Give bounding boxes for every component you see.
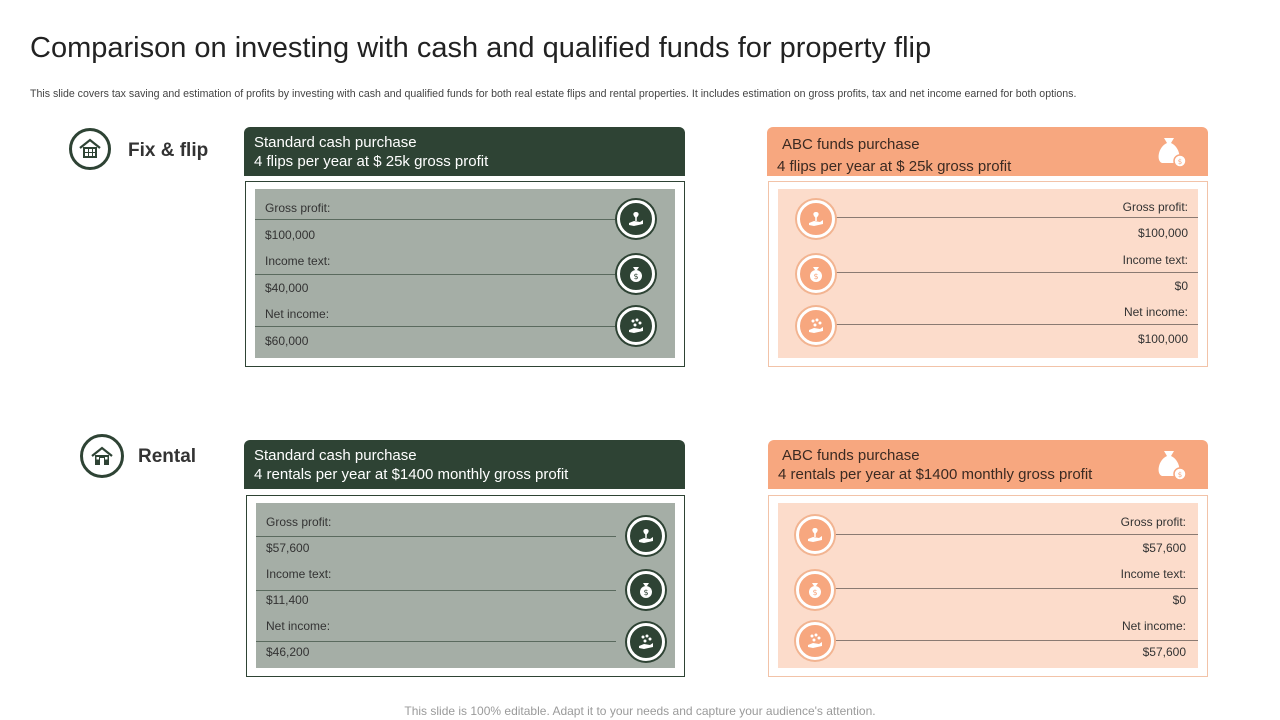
funds-card-subtitle: 4 flips per year at $ 25k gross profit <box>777 158 1012 175</box>
row-label: Income text: <box>265 254 331 268</box>
money-bag-icon: $ <box>617 255 655 293</box>
svg-text:$: $ <box>643 588 648 597</box>
cash-card-subtitle: 4 flips per year at $ 25k gross profit <box>254 153 489 170</box>
row-divider <box>255 219 615 220</box>
funds-card-header: ABC funds purchase 4 flips per year at $… <box>767 127 1208 176</box>
cash-card-header: Standard cash purchase 4 rentals per yea… <box>244 440 685 489</box>
cash-card: Gross profit: $57,600 Income text: $11,4… <box>246 495 685 677</box>
row-divider <box>833 640 1198 641</box>
svg-text:$: $ <box>813 272 818 281</box>
money-bag-icon: $ <box>1158 451 1187 481</box>
row-value: $100,000 <box>1137 226 1188 240</box>
row-divider <box>836 272 1198 273</box>
row-divider <box>833 588 1198 589</box>
plant-hand-icon <box>797 200 835 238</box>
coins-hand-icon <box>617 307 655 345</box>
row-label: Net income: <box>1121 619 1186 633</box>
money-bag-icon: $ <box>796 571 834 609</box>
row-value: $46,200 <box>266 645 310 659</box>
svg-text:$: $ <box>812 588 817 597</box>
cash-card-subtitle: 4 rentals per year at $1400 monthly gros… <box>254 466 569 483</box>
row-value: $60,000 <box>265 334 309 348</box>
row-value: $0 <box>1172 593 1186 607</box>
row-value: $100,000 <box>265 228 316 242</box>
svg-text:$: $ <box>1178 471 1182 479</box>
row-label: Income text: <box>1120 567 1186 581</box>
row-value: $0 <box>1174 279 1188 293</box>
row-divider <box>833 534 1198 535</box>
funds-card-body: Gross profit: $100,000 Income text: $0 N… <box>778 189 1198 358</box>
svg-text:$: $ <box>633 272 638 281</box>
row-label: Net income: <box>266 619 331 633</box>
funds-card-title: ABC funds purchase <box>782 136 920 153</box>
funds-card-title: ABC funds purchase <box>782 447 920 464</box>
row-value: $40,000 <box>265 281 309 295</box>
money-bag-icon: $ <box>1158 138 1187 168</box>
plant-hand-icon <box>796 516 834 554</box>
row-label: Gross profit: <box>265 201 331 215</box>
row-value: $57,600 <box>1142 541 1186 555</box>
row-label: Net income: <box>1123 305 1188 319</box>
funds-card: Gross profit: $57,600 Income text: $0 Ne… <box>768 495 1208 677</box>
money-bag-icon: $ <box>797 255 835 293</box>
coins-hand-icon <box>796 622 834 660</box>
row-label: Gross profit: <box>266 515 332 529</box>
coins-hand-icon <box>797 307 835 345</box>
row-value: $11,400 <box>266 593 309 607</box>
cash-card: Gross profit: $100,000 Income text: $40,… <box>245 181 685 367</box>
row-label: Net income: <box>265 307 330 321</box>
row-label: Income text: <box>1122 253 1188 267</box>
page-title: Comparison on investing with cash and qu… <box>30 32 932 64</box>
row-value: $57,600 <box>1142 645 1186 659</box>
funds-card-header: ABC funds purchase 4 rentals per year at… <box>768 440 1208 489</box>
row-label: Income text: <box>266 567 332 581</box>
row-divider <box>836 324 1198 325</box>
cash-card-header: Standard cash purchase 4 flips per year … <box>244 127 685 176</box>
footer-note: This slide is 100% editable. Adapt it to… <box>404 704 876 718</box>
coins-hand-icon <box>627 623 665 661</box>
cash-card-body: Gross profit: $57,600 Income text: $11,4… <box>256 503 675 668</box>
row-divider <box>836 217 1198 218</box>
funds-card-body: Gross profit: $57,600 Income text: $0 Ne… <box>778 503 1198 668</box>
cash-card-title: Standard cash purchase <box>254 447 417 464</box>
row-divider <box>255 274 615 275</box>
row-value: $100,000 <box>1137 332 1188 346</box>
row-value: $57,600 <box>266 541 310 555</box>
row-label: Gross profit: <box>1122 200 1188 214</box>
section-label-rental: Rental <box>138 446 197 467</box>
plant-hand-icon <box>627 517 665 555</box>
funds-card: Gross profit: $100,000 Income text: $0 N… <box>768 181 1208 367</box>
cash-card-title: Standard cash purchase <box>254 134 417 151</box>
row-divider <box>256 536 616 537</box>
row-divider <box>255 326 615 327</box>
row-label: Gross profit: <box>1120 515 1186 529</box>
money-bag-icon: $ <box>627 571 665 609</box>
section-label-fix-flip: Fix & flip <box>128 140 209 161</box>
svg-text:$: $ <box>1178 158 1182 166</box>
row-divider <box>256 641 616 642</box>
house-grid-icon <box>69 128 111 170</box>
funds-card-subtitle: 4 rentals per year at $1400 monthly gros… <box>778 466 1093 483</box>
plant-hand-icon <box>617 200 655 238</box>
house-icon <box>80 434 124 478</box>
page-subtitle: This slide covers tax saving and estimat… <box>30 88 1077 100</box>
cash-card-body: Gross profit: $100,000 Income text: $40,… <box>255 189 675 358</box>
row-divider <box>256 590 616 591</box>
